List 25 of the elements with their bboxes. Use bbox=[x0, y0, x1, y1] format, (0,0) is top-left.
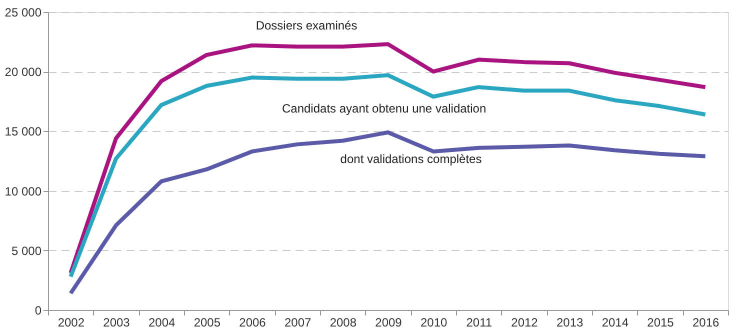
x-tick-label: 2005 bbox=[194, 316, 221, 329]
series-label: Candidats ayant obtenu une validation bbox=[282, 102, 486, 116]
x-tick-label: 2015 bbox=[647, 316, 674, 329]
x-tick-label: 2008 bbox=[330, 316, 357, 329]
x-tick-label: 2002 bbox=[58, 316, 85, 329]
y-tick-label: 10 000 bbox=[4, 184, 42, 198]
x-tick-label: 2010 bbox=[420, 316, 448, 329]
x-tick-label: 2006 bbox=[239, 316, 266, 329]
y-tick-label: 25 000 bbox=[4, 6, 42, 20]
y-tick-label: 5 000 bbox=[11, 244, 42, 258]
x-tick-label: 2016 bbox=[692, 316, 720, 329]
x-tick-label: 2011 bbox=[466, 316, 492, 329]
x-tick-label: 2003 bbox=[103, 316, 130, 329]
y-tick-label: 0 bbox=[34, 304, 42, 318]
y-tick-label: 20 000 bbox=[4, 65, 42, 80]
x-tick-label: 2013 bbox=[556, 316, 584, 329]
x-tick-label: 2004 bbox=[148, 316, 176, 329]
line-series bbox=[68, 130, 708, 296]
x-tick-label: 2014 bbox=[602, 316, 629, 329]
x-tick-label: 2012 bbox=[511, 316, 538, 329]
series-label: dont validations complètes bbox=[340, 152, 482, 166]
x-tick-label: 2007 bbox=[284, 316, 312, 329]
series-label: Dossiers examinés bbox=[256, 18, 358, 33]
y-tick-label: 15 000 bbox=[4, 124, 42, 139]
x-tick-label: 2009 bbox=[375, 316, 402, 329]
